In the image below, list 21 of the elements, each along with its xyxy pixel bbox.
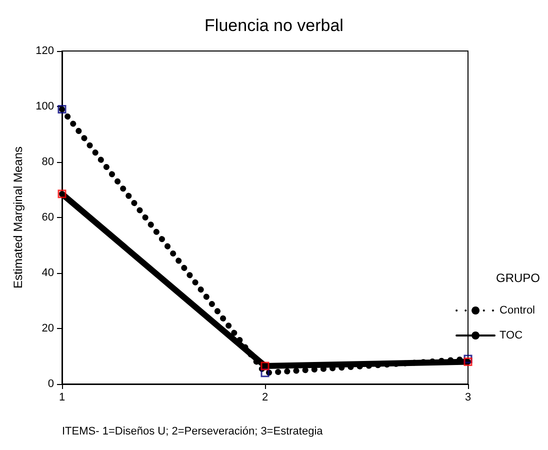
y-tick-label: 0 xyxy=(48,378,54,390)
y-tick-label: 20 xyxy=(42,322,54,334)
y-tick-label: 40 xyxy=(42,267,54,279)
x-tick-label: 3 xyxy=(464,392,472,404)
point xyxy=(464,358,472,366)
x-tick-label: 2 xyxy=(262,392,268,404)
point xyxy=(58,190,66,198)
x-tick-label: 1 xyxy=(58,392,66,404)
point xyxy=(260,368,270,378)
x-axis-title: ITEMS- 1=Diseños U; 2=Perseveración; 3=Estrategia xyxy=(62,426,324,438)
point xyxy=(58,105,66,114)
y-tick-label: 60 xyxy=(42,212,54,224)
point xyxy=(260,362,270,370)
y-tick-label: 100 xyxy=(36,100,54,112)
legend-title: GRUPO xyxy=(496,271,540,285)
chart-title: Fluencia no verbal xyxy=(204,16,344,35)
y-axis-title: Estimated Marginal Means xyxy=(11,146,25,289)
legend-label: TOC xyxy=(500,330,523,342)
legend-label: Control xyxy=(500,304,536,316)
y-tick-label: 120 xyxy=(36,45,54,57)
y-tick-label: 80 xyxy=(42,156,54,168)
